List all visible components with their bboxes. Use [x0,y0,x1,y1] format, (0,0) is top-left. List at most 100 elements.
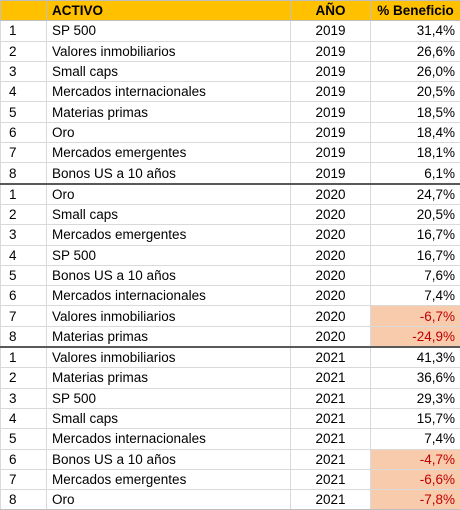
asset-cell: Mercados emergentes [47,225,291,245]
pct-cell: -6,6% [371,469,460,489]
rank-cell: 3 [1,225,47,245]
year-cell: 2020 [291,265,371,285]
asset-cell: Mercados internacionales [47,82,291,102]
rank-cell: 2 [1,41,47,61]
pct-cell: 20,5% [371,82,460,102]
year-cell: 2020 [291,225,371,245]
year-cell: 2020 [291,306,371,326]
year-cell: 2020 [291,286,371,306]
header-pct: % Beneficio [371,1,460,21]
rank-cell: 1 [1,347,47,368]
year-cell: 2019 [291,41,371,61]
header-year: AÑO [291,1,371,21]
year-cell: 2019 [291,82,371,102]
year-cell: 2020 [291,184,371,205]
asset-cell: SP 500 [47,21,291,41]
rank-cell: 5 [1,102,47,122]
asset-cell: Mercados internacionales [47,286,291,306]
rank-cell: 3 [1,388,47,408]
year-cell: 2020 [291,245,371,265]
pct-cell: 26,6% [371,41,460,61]
year-cell: 2019 [291,102,371,122]
asset-cell: Bonos US a 10 años [47,163,291,184]
asset-cell: Valores inmobiliarios [47,41,291,61]
rank-cell: 7 [1,469,47,489]
pct-cell: 31,4% [371,21,460,41]
year-cell: 2019 [291,122,371,142]
asset-cell: Materias primas [47,326,291,347]
year-cell: 2019 [291,163,371,184]
year-cell: 2020 [291,326,371,347]
year-cell: 2019 [291,21,371,41]
pct-cell: 7,4% [371,429,460,449]
pct-cell: 16,7% [371,245,460,265]
asset-cell: Materias primas [47,102,291,122]
year-cell: 2021 [291,388,371,408]
year-cell: 2020 [291,204,371,224]
asset-cell: Oro [47,122,291,142]
year-cell: 2021 [291,490,371,510]
year-cell: 2021 [291,449,371,469]
rank-cell: 4 [1,408,47,428]
pct-cell: -24,9% [371,326,460,347]
asset-cell: SP 500 [47,388,291,408]
asset-cell: Valores inmobiliarios [47,306,291,326]
rank-cell: 8 [1,490,47,510]
pct-cell: 36,6% [371,368,460,388]
asset-cell: SP 500 [47,245,291,265]
pct-cell: 7,4% [371,286,460,306]
rank-cell: 5 [1,429,47,449]
pct-cell: 20,5% [371,204,460,224]
asset-cell: Bonos US a 10 años [47,449,291,469]
rank-cell: 6 [1,122,47,142]
rank-cell: 1 [1,184,47,205]
year-cell: 2019 [291,61,371,81]
year-cell: 2021 [291,368,371,388]
header-row: ACTIVO AÑO % Beneficio [1,1,460,21]
year-cell: 2021 [291,347,371,368]
rank-cell: 4 [1,82,47,102]
pct-cell: -7,8% [371,490,460,510]
rank-cell: 5 [1,265,47,285]
asset-cell: Bonos US a 10 años [47,265,291,285]
rank-cell: 3 [1,61,47,81]
rank-cell: 6 [1,286,47,306]
pct-cell: -6,7% [371,306,460,326]
pct-cell: 6,1% [371,163,460,184]
year-cell: 2021 [291,408,371,428]
rank-cell: 2 [1,368,47,388]
rank-cell: 4 [1,245,47,265]
asset-cell: Small caps [47,204,291,224]
asset-cell: Small caps [47,61,291,81]
pct-cell: 41,3% [371,347,460,368]
asset-cell: Small caps [47,408,291,428]
pct-cell: 24,7% [371,184,460,205]
year-cell: 2019 [291,143,371,163]
rank-cell: 6 [1,449,47,469]
asset-cell: Oro [47,184,291,205]
rank-cell: 7 [1,306,47,326]
header-rank [1,1,47,21]
pct-cell: 16,7% [371,225,460,245]
pct-cell: 15,7% [371,408,460,428]
